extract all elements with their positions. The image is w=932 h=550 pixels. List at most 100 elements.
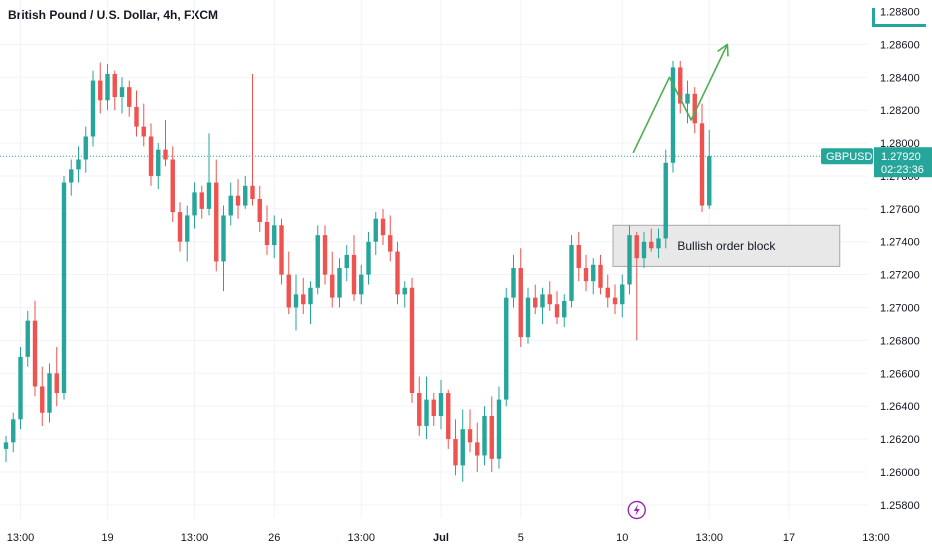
candle-body (540, 294, 545, 308)
x-tick-label: 13:00 (862, 532, 890, 544)
projection-line (632, 44, 729, 154)
x-tick-label: 17 (783, 532, 795, 544)
candle-body (148, 136, 154, 176)
candle-body (605, 287, 610, 298)
symbol-label: GBPUSD (826, 151, 873, 163)
x-tick-label: 13:00 (347, 532, 375, 544)
candle-body (424, 399, 429, 426)
time-axis-bg (0, 518, 932, 550)
candle-body (119, 87, 125, 98)
candle-body (649, 241, 654, 249)
y-tick-label: 1.27600 (880, 204, 920, 216)
candle-body (293, 294, 299, 308)
candle-body (554, 304, 560, 318)
bullish-order-block[interactable]: Bullish order block (612, 224, 841, 267)
y-tick-label: 1.28000 (880, 138, 920, 150)
candle-body (562, 300, 567, 318)
candle-body (373, 218, 378, 242)
candle-body (656, 238, 661, 249)
time-axis[interactable]: 13:00 19 13:00 26 13:00 Jul 5 10 13:00 17 13:00 (0, 518, 932, 550)
candle-body (76, 159, 81, 170)
y-tick-label: 1.28800 (880, 7, 920, 19)
candle-body (177, 212, 183, 242)
y-tick-label: 1.26400 (880, 401, 920, 413)
y-tick-label: 1.27000 (880, 303, 920, 315)
candle-body (25, 320, 30, 357)
candle-body (496, 399, 502, 459)
candle-body (417, 393, 422, 426)
candle-body (583, 268, 589, 282)
y-tick-label: 1.25800 (880, 500, 920, 512)
candle-body (359, 274, 364, 295)
candle-body (438, 393, 444, 417)
candle-body (69, 169, 74, 183)
candle-body (576, 245, 581, 269)
candle-body (525, 297, 531, 338)
alert-marker (872, 24, 926, 27)
price-axis-bg (868, 0, 932, 518)
candle-body (170, 159, 175, 213)
x-tick-label: 10 (616, 532, 628, 544)
x-tick-label: 13:00 (7, 532, 35, 544)
economic-event-icon[interactable] (627, 500, 646, 520)
candle-body (380, 218, 386, 236)
candle-body (330, 274, 335, 298)
y-tick-label: 1.26000 (880, 467, 920, 479)
last-price-label: 1.27920 (881, 151, 921, 163)
candle-body (685, 93, 690, 104)
candle-body (366, 241, 371, 275)
symbol-badge (821, 148, 873, 165)
candle-body (279, 225, 284, 275)
candle-body (40, 386, 45, 413)
candle-body (214, 182, 219, 262)
candle-body (322, 235, 328, 275)
x-tick-label: 13:00 (695, 532, 723, 544)
candle-body (663, 162, 668, 239)
x-tick-label: 26 (268, 532, 280, 544)
price-axis[interactable]: 1.286001.284001.282001.280001.278001.276… (868, 0, 932, 518)
candle-body (482, 416, 487, 456)
current-price-badge: GBPUSD 1.27920 02:23:36 (821, 147, 932, 178)
candle-body (591, 264, 596, 282)
candle-body (83, 136, 88, 160)
candle-body (351, 254, 357, 295)
candle-body (228, 195, 233, 216)
price-badge (874, 147, 932, 178)
candle-body (61, 182, 67, 394)
candle-body (453, 439, 458, 466)
alert-marker (872, 8, 875, 26)
order-block-label: Bullish order block (677, 239, 776, 253)
candle-body (315, 235, 320, 288)
candle-body (11, 419, 16, 443)
candle-body (489, 416, 494, 459)
candle-body (90, 80, 96, 137)
countdown-label: 02:23:36 (881, 164, 924, 176)
candle-body (344, 254, 349, 269)
candle-body (475, 442, 480, 456)
y-tick-label: 1.28400 (880, 72, 920, 84)
candle-body (98, 80, 103, 101)
candle-body (221, 215, 226, 262)
candle-body (185, 215, 190, 242)
candle-body (141, 126, 146, 137)
x-tick-label: 5 (518, 532, 524, 544)
projection-arrowhead (717, 43, 729, 57)
candle-body (192, 192, 197, 216)
candle-body (47, 373, 52, 413)
projection-arrow[interactable] (632, 43, 729, 154)
candle-body (163, 149, 168, 160)
candle-body (612, 297, 618, 305)
y-tick-label: 1.26200 (880, 434, 920, 446)
candlestick-series (3, 60, 712, 482)
candle-body (257, 198, 262, 222)
candle-body (460, 429, 465, 466)
candle-body (707, 156, 712, 206)
candle-body (54, 373, 59, 394)
candle-body (127, 87, 132, 107)
x-tick-label: Jul (433, 532, 449, 544)
candle-body (105, 74, 110, 101)
candle-body (243, 185, 248, 206)
candle-body (504, 297, 509, 400)
candle-body (533, 297, 538, 308)
